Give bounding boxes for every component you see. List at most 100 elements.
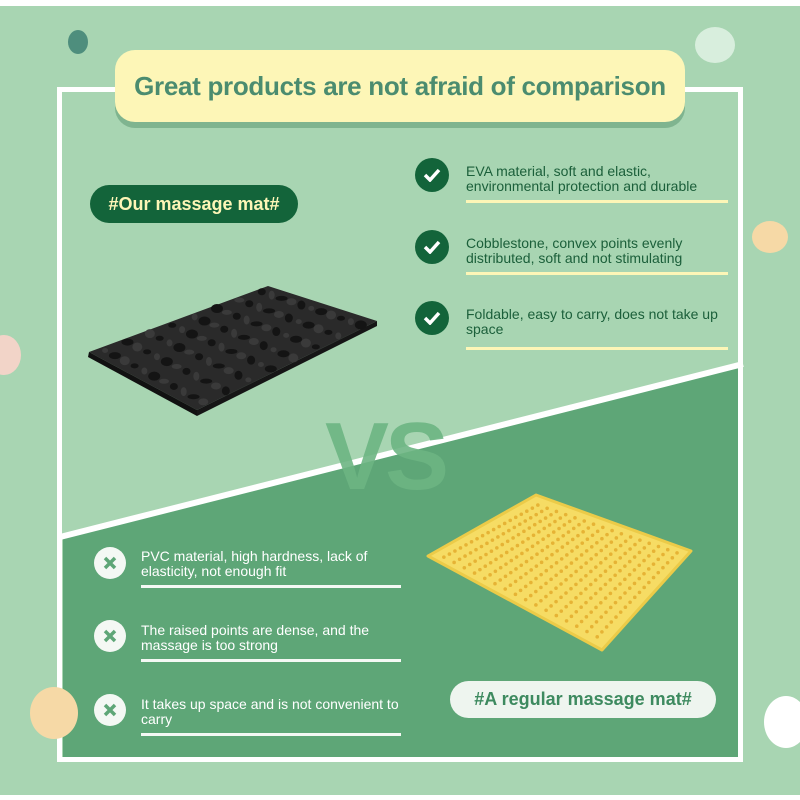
mat-spike [610,528,614,533]
mat-spike [519,575,523,580]
mat-spike [661,552,665,557]
mat-spike [494,557,498,562]
mat-spike [585,629,589,634]
mat-spike [628,547,632,551]
mat-spike [542,526,547,531]
mat-spike [485,541,489,546]
mat-spike [529,568,533,572]
mat-spike [599,561,603,565]
mat-spike [627,586,632,591]
mat-bump [132,342,143,352]
mat-spike [502,521,507,526]
mat-bump [212,363,225,369]
mat-spike [508,570,513,575]
mat-spike [646,567,651,571]
mat-spike [467,562,472,567]
mat-spike [442,555,446,559]
mat-spike [486,530,490,535]
mat-spike [569,614,574,619]
mat-spike [554,561,559,565]
mat-bump [243,315,250,325]
mat-spike [584,587,588,591]
mat-spike [618,543,623,548]
mat-spike [608,591,613,596]
mat-spike [539,509,544,514]
mat-bump [211,304,224,314]
mat-spike [564,619,569,623]
mat-bump [250,321,263,327]
mat-spike [575,545,579,549]
mat-spike [532,522,537,527]
mat-spike [585,537,590,542]
deco-dot [752,221,788,253]
mat-spike [503,574,508,579]
mat-spike [608,578,613,582]
mat-bump [237,334,250,340]
mat-bump [273,310,284,318]
mat-spike [642,585,646,590]
mat-bump [159,378,170,384]
mat-spike [564,591,568,595]
mat-bump [191,313,198,321]
mat-spike [584,561,588,565]
mat-spike [638,538,642,542]
mat-spike [594,565,598,569]
mat-bump [234,370,243,380]
deco-dot [0,335,21,375]
mat-spike [511,536,515,540]
mat-spike [637,576,642,581]
mat-spike [647,580,651,585]
mat-spike [559,595,563,600]
mat-bump [272,327,281,337]
mat-spike [544,581,548,586]
mat-spike [594,552,599,557]
mat-spike [489,549,494,554]
mat-spike [642,558,646,563]
mat-spike [599,600,603,605]
mat-spike [603,582,608,587]
mat-bump [153,353,160,361]
mat-bump [207,339,216,347]
our-mat-label: #Our massage mat# [90,185,298,223]
mat-spike [480,533,485,538]
mat-bump [336,315,345,321]
mat-spike [570,549,574,553]
mat-bump [302,321,315,329]
mat-spike [474,547,478,552]
mat-spike [536,540,540,545]
deco-dot [68,30,88,54]
mat-spike [545,506,549,511]
drawback-text: It takes up space and is not convenient … [141,696,399,727]
mat-spike [599,615,604,619]
mat-spike [526,536,530,541]
mat-spike [600,536,604,541]
mat-bump [121,338,134,346]
divider [466,272,728,275]
mat-spike [608,605,613,610]
x-circle-icon [94,694,126,726]
mat-spike [642,571,646,576]
mat-spike [496,535,500,539]
mat-bump [119,356,130,366]
mat-spike [599,548,604,553]
mat-bump [185,329,198,339]
mat-spike [549,512,553,517]
mat-bump [218,342,225,352]
mat-spike [670,556,675,560]
mat-spike [499,554,504,558]
mat-spike [546,533,551,538]
mat-spike [527,526,532,530]
mat-bump [209,322,220,328]
mat-spike [593,578,598,582]
mat-spike [524,559,529,564]
mat-bump [198,398,209,406]
mat-spike [483,564,488,569]
mat-spike [547,523,552,527]
mat-bump [200,378,213,384]
mat-bump [308,305,315,311]
mat-spike [600,630,604,634]
mat-spike [566,530,571,534]
mat-spike [579,619,584,624]
mat-spike [609,540,614,544]
